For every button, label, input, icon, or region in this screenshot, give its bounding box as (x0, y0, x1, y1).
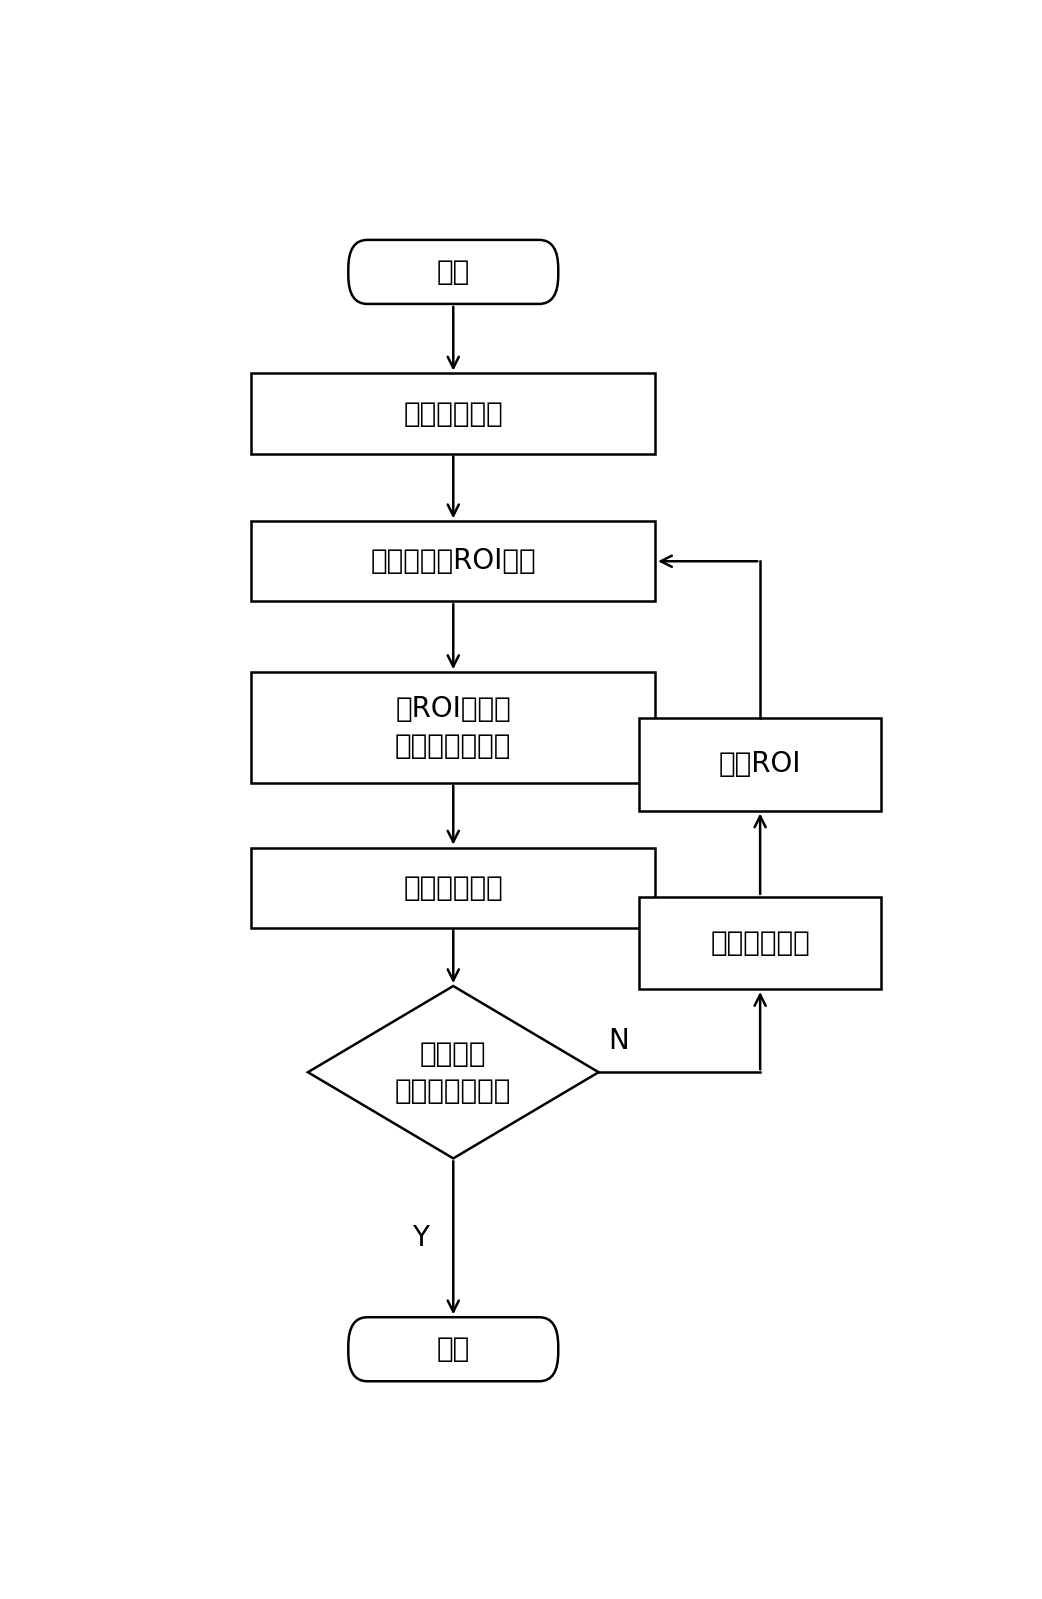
Text: 零件特征提取: 零件特征提取 (403, 400, 503, 427)
Polygon shape (308, 987, 599, 1158)
Bar (251, 847, 655, 927)
Text: 开始: 开始 (437, 257, 470, 286)
FancyBboxPatch shape (348, 1318, 559, 1382)
Text: 结束: 结束 (437, 1335, 470, 1364)
Bar (639, 897, 882, 990)
Text: 在ROI区域内
提取零件的特征: 在ROI区域内 提取零件的特征 (395, 696, 512, 760)
Bar (251, 374, 655, 454)
Text: N: N (609, 1028, 629, 1055)
FancyBboxPatch shape (348, 240, 559, 304)
Bar (251, 672, 655, 784)
Text: 更新ROI: 更新ROI (719, 750, 801, 779)
Text: 划分零件的ROI区域: 划分零件的ROI区域 (371, 547, 536, 576)
Bar (251, 521, 655, 601)
Bar (639, 718, 882, 811)
Text: 计算位姿误差: 计算位姿误差 (403, 873, 503, 902)
Text: Y: Y (413, 1223, 429, 1252)
Text: 误差是否
小于设定范围？: 误差是否 小于设定范围？ (395, 1039, 512, 1105)
Text: 控制零件运动: 控制零件运动 (711, 929, 810, 956)
